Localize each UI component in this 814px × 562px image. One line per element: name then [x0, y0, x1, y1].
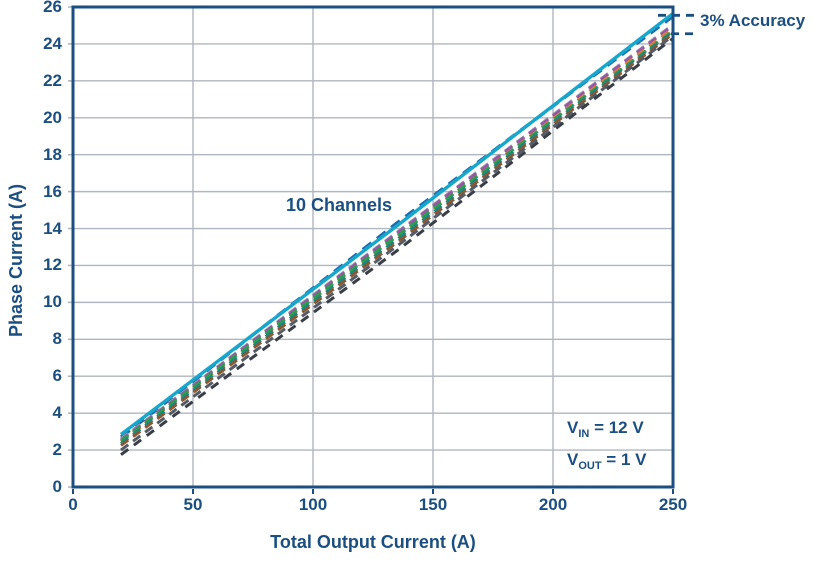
- vout-annotation: VOUT = 1 V: [567, 447, 646, 479]
- x-tick-label: 250: [658, 495, 688, 514]
- y-tick-label: 12: [43, 255, 62, 275]
- vin-symbol: V: [567, 418, 579, 437]
- accuracy-annotation: 3% Accuracy: [700, 11, 806, 30]
- x-tick-label: 50: [183, 495, 203, 514]
- x-tick-label: 100: [298, 495, 328, 514]
- x-tick-label: 150: [418, 495, 448, 514]
- series-line-channel-2: [119, 12, 675, 436]
- series-line-channel-10: [120, 37, 674, 456]
- series-line-channel-5: [120, 27, 674, 443]
- y-tick-label: 4: [52, 403, 62, 423]
- y-tick-label: 20: [43, 107, 62, 127]
- x-axis-title: Total Output Current (A): [270, 532, 476, 552]
- vin-value: = 12 V: [589, 418, 644, 437]
- vin-annotation: VIN = 12 V: [567, 415, 646, 447]
- y-tick-label: 16: [43, 181, 62, 201]
- channels-count-annotation: 10 Channels: [286, 195, 393, 215]
- y-tick-label: 0: [52, 477, 62, 496]
- y-tick-label: 24: [43, 33, 62, 53]
- y-tick-label: 2: [52, 440, 62, 460]
- y-tick-label: 22: [43, 70, 62, 90]
- y-tick-label: 6: [52, 366, 62, 386]
- operating-conditions-annotation: VIN = 12 V VOUT = 1 V: [567, 415, 646, 479]
- vout-value: = 1 V: [601, 450, 647, 469]
- y-tick-label: 8: [52, 329, 62, 349]
- vout-symbol: V: [567, 450, 579, 469]
- series-line-channel-4: [120, 24, 674, 442]
- y-tick-label: 10: [43, 292, 62, 312]
- x-tick-label: 200: [538, 495, 568, 514]
- vout-subscript: OUT: [578, 460, 602, 472]
- axis-frame: [71, 5, 675, 489]
- vin-subscript: IN: [578, 428, 590, 440]
- y-tick-label: 26: [43, 0, 62, 16]
- y-tick-label: 18: [43, 144, 62, 164]
- series-line-channel-9: [120, 34, 674, 452]
- series-line-channel-8: [120, 32, 674, 447]
- y-tick-label: 14: [43, 218, 62, 238]
- series-line-channel-7: [120, 30, 674, 445]
- y-axis-title: Phase Current (A): [6, 183, 26, 337]
- x-tick-label: 0: [68, 495, 78, 514]
